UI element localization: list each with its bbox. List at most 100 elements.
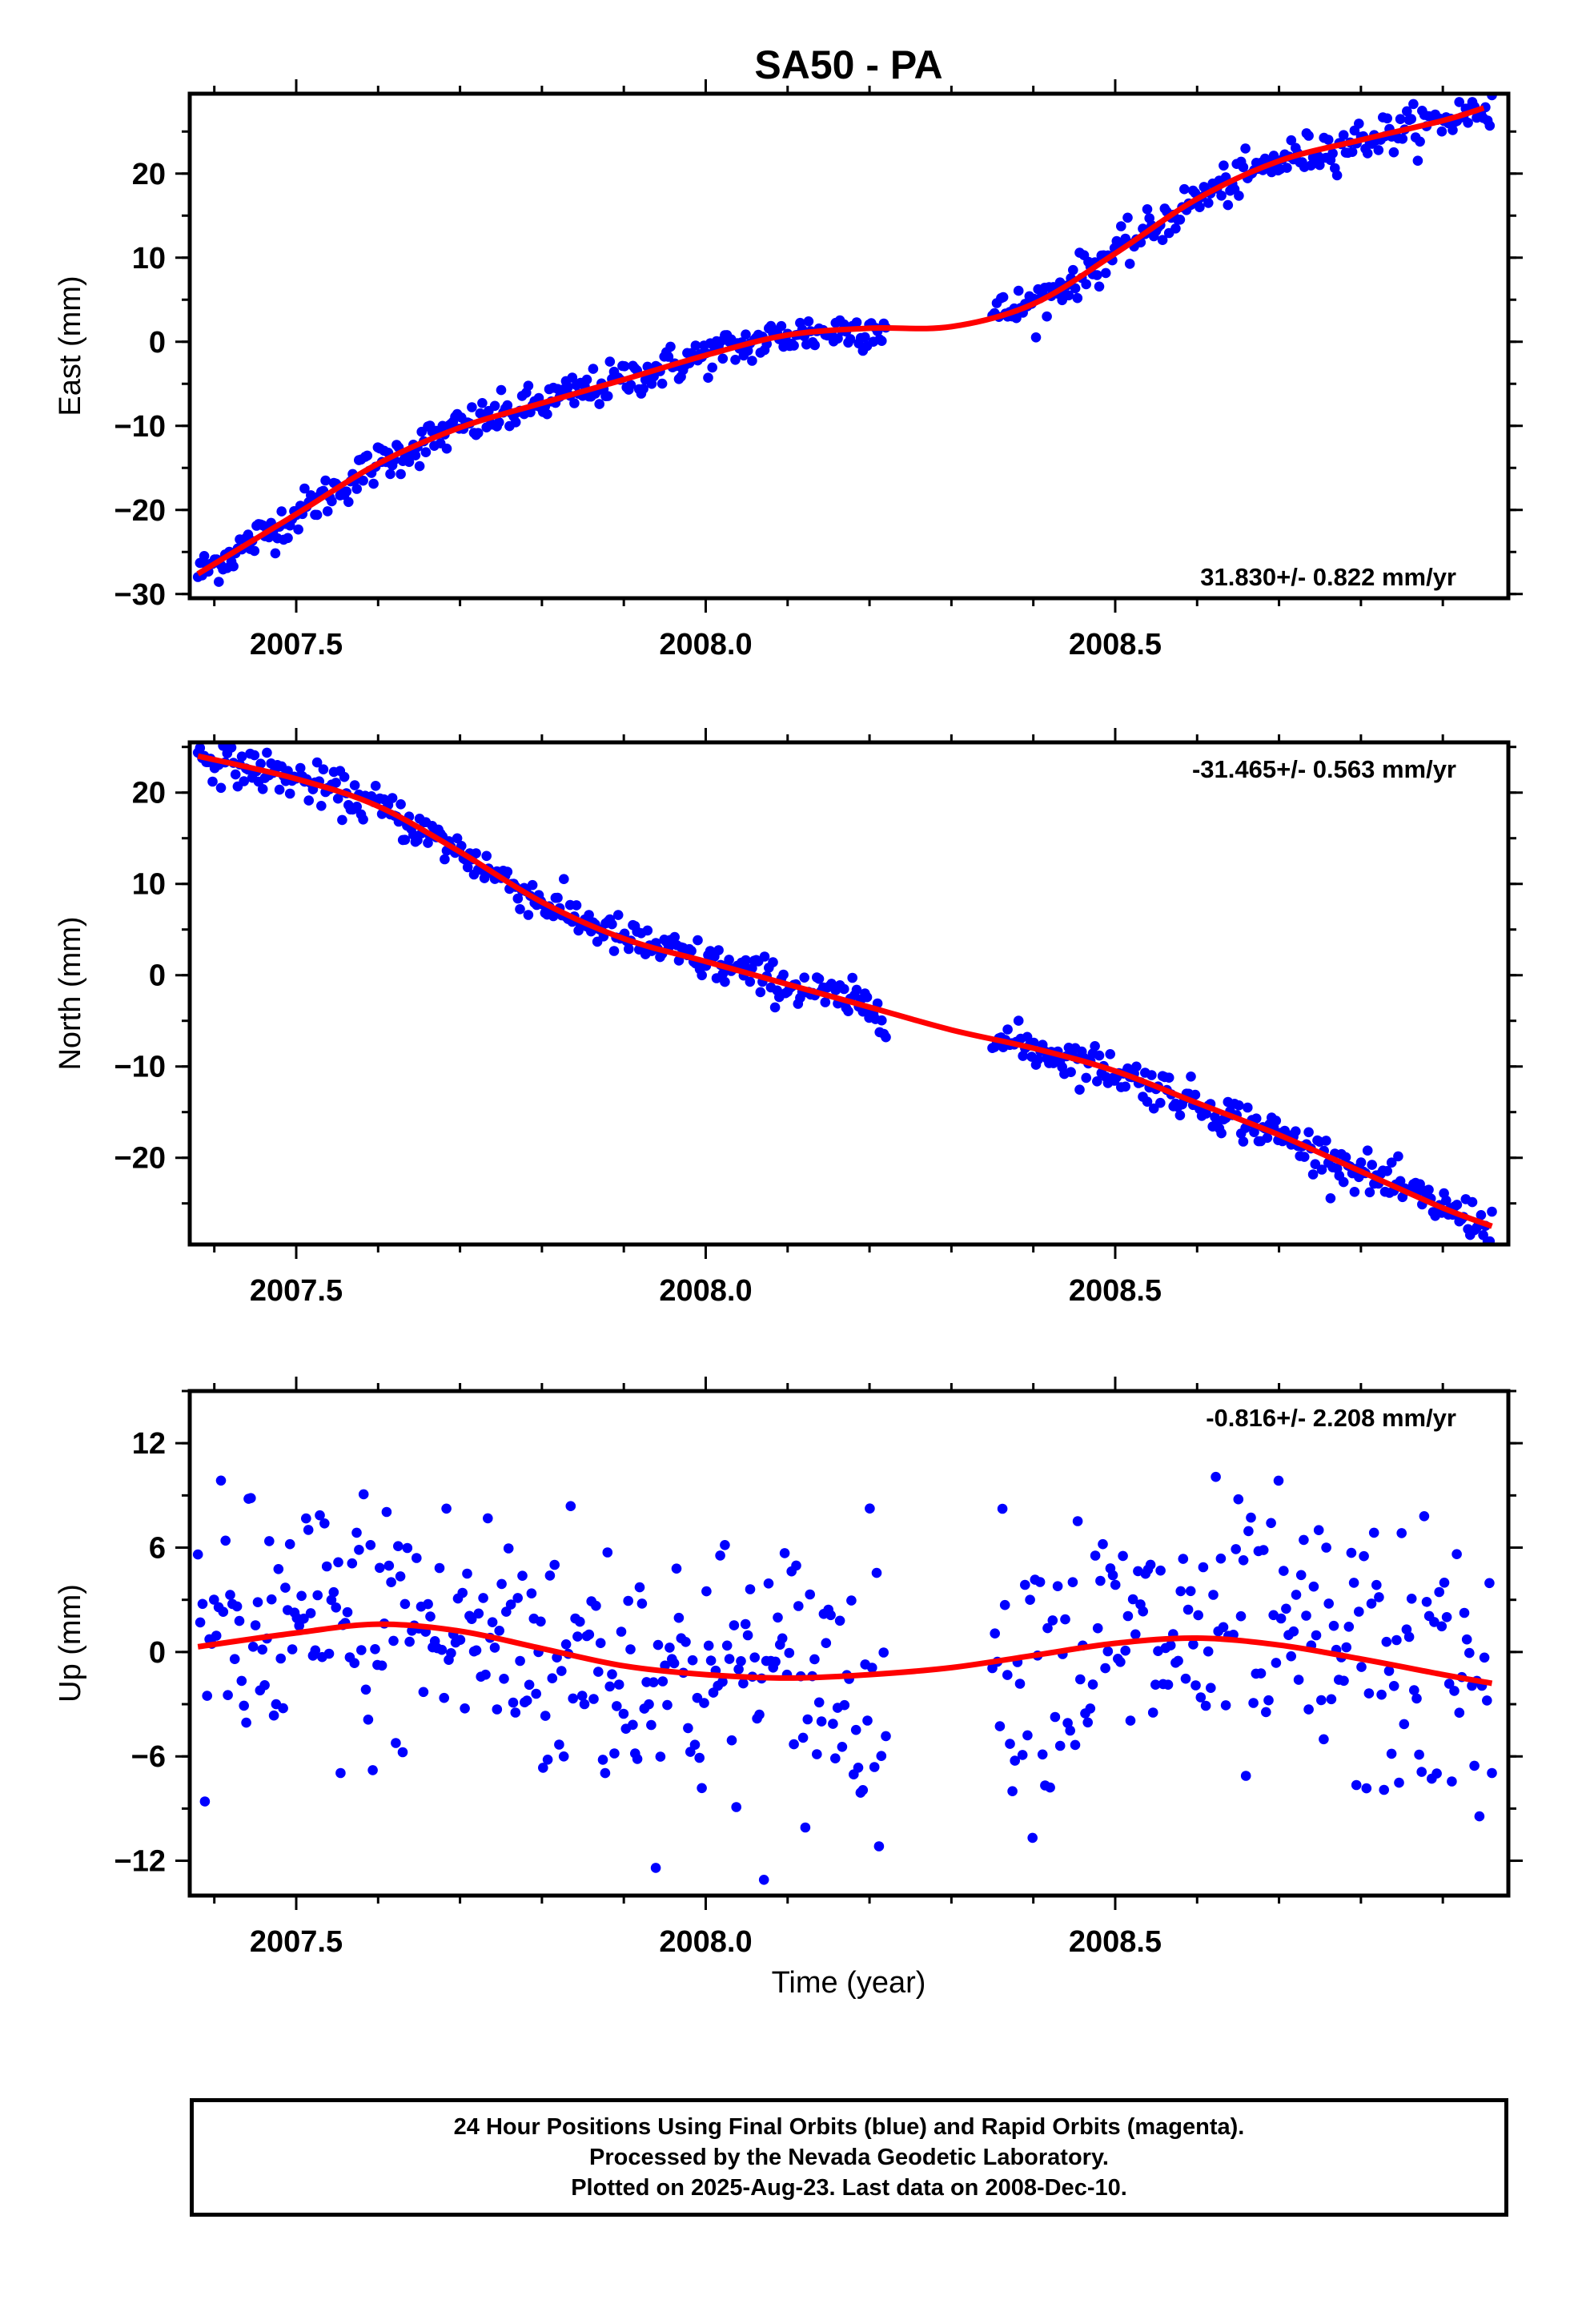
x-tick-label: 2008.5	[1069, 1925, 1162, 1959]
data-point	[694, 1752, 705, 1763]
data-point	[830, 1753, 841, 1763]
data-point	[1085, 1703, 1096, 1714]
data-point	[1191, 1680, 1201, 1691]
data-point	[845, 334, 856, 344]
data-point	[759, 951, 770, 962]
data-point	[347, 1558, 358, 1569]
data-point	[284, 1538, 295, 1550]
data-point	[593, 1667, 604, 1677]
panel-3	[175, 1377, 1523, 1910]
data-point	[305, 1608, 316, 1618]
y-tick-label: −12	[114, 1845, 166, 1879]
data-point	[319, 1518, 330, 1529]
data-point	[847, 972, 857, 983]
data-point	[881, 1731, 891, 1742]
data-point	[207, 776, 218, 787]
data-point	[1328, 1620, 1339, 1631]
data-point	[412, 1553, 422, 1563]
data-point	[1070, 1739, 1081, 1751]
data-point	[1323, 1598, 1334, 1609]
data-point	[1081, 1072, 1091, 1084]
data-point	[705, 1655, 717, 1666]
data-point	[1459, 1607, 1470, 1618]
fit-line	[197, 753, 1493, 1229]
data-point	[1415, 136, 1425, 147]
data-point	[351, 802, 363, 812]
data-point	[1124, 259, 1135, 269]
data-point	[1163, 1072, 1174, 1083]
data-point	[400, 834, 411, 845]
data-point	[1411, 1693, 1422, 1704]
data-point	[1443, 1679, 1455, 1689]
data-point	[1094, 281, 1105, 292]
data-point	[1454, 97, 1464, 107]
data-point	[1100, 1663, 1110, 1674]
data-point	[363, 1715, 374, 1725]
data-point	[1388, 1681, 1399, 1691]
data-point	[777, 1633, 788, 1644]
data-point	[1263, 1695, 1274, 1706]
data-point	[609, 1748, 620, 1759]
data-point	[1406, 114, 1416, 124]
caption-line-3: Plotted on 2025-Aug-23. Last data on 200…	[571, 2175, 1127, 2201]
data-point	[604, 356, 616, 367]
caption-box: 24 Hour Positions Using Final Orbits (bl…	[190, 2098, 1508, 2217]
data-point	[861, 991, 873, 1003]
data-point	[1127, 1594, 1138, 1605]
data-point	[1368, 1527, 1379, 1538]
data-point	[1393, 1151, 1403, 1162]
data-point	[440, 854, 450, 865]
data-point	[1371, 1579, 1382, 1590]
data-point	[1211, 1471, 1221, 1482]
data-point	[1303, 1704, 1314, 1715]
data-point	[496, 1578, 507, 1590]
data-point	[1331, 170, 1343, 181]
data-point	[793, 1601, 804, 1611]
data-point	[809, 340, 820, 351]
data-point	[236, 751, 247, 762]
data-point	[784, 1647, 795, 1659]
data-point	[789, 340, 799, 351]
data-point	[322, 506, 333, 517]
data-point	[1299, 1534, 1309, 1546]
data-point	[669, 931, 680, 943]
data-point	[335, 1767, 346, 1779]
data-point	[362, 450, 373, 461]
data-point	[195, 742, 206, 754]
data-point	[776, 320, 787, 332]
data-point	[257, 1644, 268, 1655]
data-point	[268, 1710, 279, 1721]
data-point	[839, 1699, 850, 1711]
data-point	[1179, 183, 1190, 195]
data-point	[536, 1616, 546, 1627]
data-point	[1321, 1136, 1331, 1146]
data-point	[1343, 1622, 1355, 1632]
data-point	[1482, 1695, 1492, 1706]
data-point	[1147, 1707, 1158, 1718]
y-tick-label: −20	[114, 494, 166, 528]
data-point	[828, 1719, 838, 1729]
data-point	[1374, 1592, 1384, 1602]
data-point	[1286, 135, 1297, 146]
data-point	[214, 577, 224, 587]
data-point	[478, 1593, 488, 1603]
data-point	[452, 833, 463, 844]
data-point	[1467, 1196, 1478, 1208]
data-point	[1182, 1604, 1194, 1615]
data-point	[1052, 1581, 1063, 1591]
data-point	[381, 1506, 392, 1518]
data-point	[729, 1620, 740, 1630]
data-point	[423, 1598, 433, 1610]
data-point	[999, 1599, 1010, 1610]
data-point	[1095, 1575, 1106, 1586]
data-point	[758, 1875, 769, 1885]
data-point	[395, 1571, 406, 1582]
data-point	[581, 374, 592, 385]
y-tick-label: 0	[149, 1636, 166, 1670]
data-point	[632, 1754, 643, 1764]
data-point	[1341, 1642, 1351, 1653]
data-point	[738, 1678, 749, 1689]
data-point	[393, 1541, 404, 1551]
data-point	[597, 1755, 608, 1765]
